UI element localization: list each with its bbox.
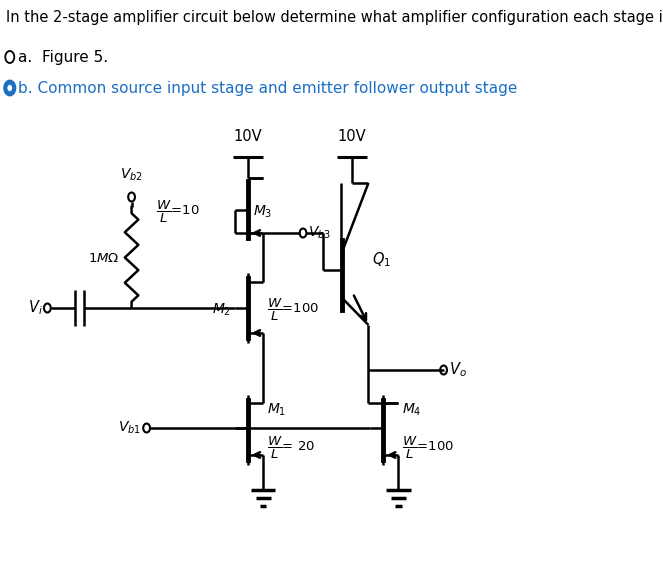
Text: $\dfrac{W}{L}$=100: $\dfrac{W}{L}$=100 (267, 297, 319, 323)
Text: $V_o$: $V_o$ (449, 361, 467, 379)
Text: a.  Figure 5.: a. Figure 5. (18, 50, 108, 65)
Text: $V_i$: $V_i$ (28, 299, 43, 317)
Text: $M_1$: $M_1$ (267, 401, 286, 418)
Text: $Q_1$: $Q_1$ (372, 251, 391, 269)
Text: $M_4$: $M_4$ (402, 401, 422, 418)
Text: $\dfrac{W}{L}$= 20: $\dfrac{W}{L}$= 20 (267, 435, 315, 461)
Text: $1M\Omega$: $1M\Omega$ (88, 252, 119, 264)
Circle shape (7, 85, 12, 91)
Text: $\dfrac{W}{L}$=100: $\dfrac{W}{L}$=100 (402, 435, 454, 461)
Text: $V_{b3}$: $V_{b3}$ (308, 225, 332, 241)
Circle shape (4, 81, 15, 96)
Text: $\dfrac{W}{L}$=10: $\dfrac{W}{L}$=10 (156, 199, 200, 225)
Text: $V_{b1}$: $V_{b1}$ (118, 420, 141, 436)
Text: $M_2$: $M_2$ (212, 302, 231, 318)
Text: $V_{b2}$: $V_{b2}$ (120, 166, 143, 183)
Text: $M_3$: $M_3$ (253, 204, 272, 220)
Text: b. Common source input stage and emitter follower output stage: b. Common source input stage and emitter… (18, 81, 517, 96)
Text: 10V: 10V (337, 129, 366, 144)
Text: 10V: 10V (234, 129, 263, 144)
Text: In the 2-stage amplifier circuit below determine what amplifier configuration ea: In the 2-stage amplifier circuit below d… (6, 10, 663, 25)
